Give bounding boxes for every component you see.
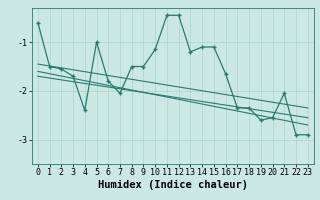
X-axis label: Humidex (Indice chaleur): Humidex (Indice chaleur): [98, 180, 248, 190]
